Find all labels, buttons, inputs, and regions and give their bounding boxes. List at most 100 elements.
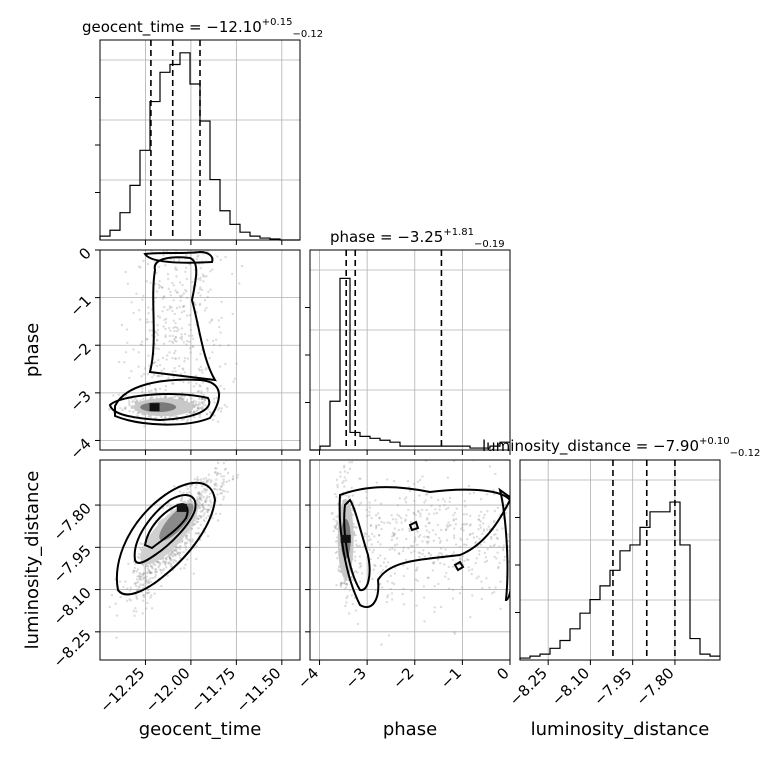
- scatter-phase-vs-geocent-time-point: [148, 329, 151, 332]
- scatter-luminosity-distance-vs-geocent-time-point: [204, 500, 207, 504]
- scatter-phase-vs-geocent-time-point: [162, 367, 166, 370]
- scatter-phase-vs-geocent-time-point: [185, 266, 188, 269]
- scatter-luminosity-distance-vs-phase-point: [447, 577, 450, 581]
- scatter-luminosity-distance-vs-phase-point: [489, 535, 493, 539]
- scatter-luminosity-distance-vs-phase-peak: [340, 534, 351, 543]
- hist-luminosity-distance-xticklabel-3: −7.80: [633, 664, 678, 709]
- scatter-luminosity-distance-vs-phase-point: [347, 578, 350, 582]
- scatter-phase-vs-geocent-time-point: [174, 322, 177, 325]
- scatter-phase-vs-geocent-time-point: [192, 400, 195, 404]
- scatter-luminosity-distance-vs-geocent-time-point: [145, 591, 149, 595]
- scatter-luminosity-distance-vs-phase-point: [346, 595, 349, 598]
- scatter-luminosity-distance-vs-geocent-time-point: [176, 546, 179, 550]
- scatter-luminosity-distance-vs-phase-point: [481, 532, 484, 536]
- scatter-phase-vs-geocent-time-point: [191, 334, 194, 337]
- scatter-phase-vs-geocent-time-point: [174, 268, 177, 271]
- scatter-phase-vs-geocent-time-point: [164, 327, 167, 331]
- scatter-luminosity-distance-vs-phase-point: [427, 576, 430, 579]
- scatter-luminosity-distance-vs-phase-point: [447, 565, 450, 569]
- scatter-luminosity-distance-vs-geocent-time-point: [143, 595, 146, 599]
- scatter-phase-vs-geocent-time-point: [156, 323, 159, 327]
- scatter-phase-vs-geocent-time-point: [141, 387, 144, 390]
- scatter-luminosity-distance-vs-geocent-time-point: [175, 550, 179, 553]
- scatter-phase-vs-geocent-time-point: [178, 281, 182, 284]
- scatter-phase-vs-geocent-time-point: [208, 321, 211, 324]
- scatter-phase-vs-geocent-time-point: [195, 358, 198, 361]
- scatter-luminosity-distance-vs-phase-point: [433, 512, 436, 515]
- scatter-luminosity-distance-vs-geocent-time-point: [169, 559, 172, 562]
- scatter-phase-vs-geocent-time-point: [171, 382, 174, 385]
- scatter-phase-vs-geocent-time-point: [175, 291, 178, 294]
- scatter-luminosity-distance-vs-phase-point: [423, 501, 426, 504]
- scatter-luminosity-distance-vs-phase-point: [459, 556, 462, 559]
- scatter-luminosity-distance-vs-phase-point: [339, 471, 342, 474]
- scatter-phase-vs-geocent-time-point: [182, 380, 185, 384]
- scatter-luminosity-distance-vs-geocent-time-point: [191, 538, 194, 541]
- scatter-luminosity-distance-vs-phase-point: [497, 566, 500, 570]
- scatter-phase-vs-geocent-time-point: [189, 351, 192, 354]
- scatter-luminosity-distance-vs-geocent-time-point: [201, 505, 204, 509]
- scatter-phase-vs-geocent-time-point: [199, 352, 202, 356]
- scatter-luminosity-distance-vs-geocent-time-point: [199, 510, 202, 513]
- scatter-phase-vs-geocent-time-point: [159, 415, 163, 419]
- scatter-luminosity-distance-vs-geocent-time-point: [146, 567, 149, 570]
- scatter-luminosity-distance-vs-phase-point: [359, 564, 363, 568]
- scatter-luminosity-distance-vs-geocent-time-point: [197, 527, 200, 530]
- scatter-phase-vs-geocent-time-point: [173, 339, 177, 342]
- scatter-luminosity-distance-vs-phase-point: [367, 535, 371, 538]
- scatter-luminosity-distance-vs-phase-point: [492, 489, 495, 492]
- scatter-luminosity-distance-vs-phase-point: [464, 523, 467, 526]
- scatter-phase-vs-geocent-time-yticklabel-4: 0: [75, 244, 94, 263]
- scatter-luminosity-distance-vs-phase-point: [358, 544, 361, 548]
- scatter-luminosity-distance-vs-phase-point: [408, 529, 411, 533]
- scatter-luminosity-distance-vs-geocent-time-point: [196, 496, 199, 499]
- scatter-phase-vs-geocent-time-point: [186, 357, 190, 360]
- scatter-luminosity-distance-vs-phase-point: [334, 524, 338, 527]
- scatter-phase-vs-geocent-time-point: [181, 367, 184, 370]
- scatter-phase-vs-geocent-time-point: [162, 253, 165, 257]
- scatter-luminosity-distance-vs-phase-point: [404, 501, 408, 504]
- scatter-luminosity-distance-vs-phase-point: [495, 536, 499, 540]
- scatter-luminosity-distance-vs-geocent-time-point: [108, 605, 111, 609]
- hist-luminosity-distance-xticklabel-2: −7.95: [590, 664, 635, 709]
- scatter-luminosity-distance-vs-phase-point: [345, 596, 348, 600]
- scatter-phase-vs-geocent-time-point: [123, 361, 126, 364]
- scatter-phase-vs-geocent-time-point: [162, 250, 165, 253]
- scatter-luminosity-distance-vs-phase-point: [422, 549, 425, 552]
- scatter-luminosity-distance-vs-phase-point: [372, 548, 375, 552]
- scatter-luminosity-distance-vs-phase-point: [465, 543, 468, 546]
- scatter-luminosity-distance-vs-geocent-time-point: [219, 488, 222, 491]
- scatter-luminosity-distance-vs-geocent-time-point: [142, 599, 145, 602]
- scatter-phase-vs-geocent-time-point: [211, 418, 215, 421]
- scatter-luminosity-distance-vs-phase-point: [445, 571, 448, 575]
- scatter-luminosity-distance-vs-phase-point: [451, 597, 455, 600]
- scatter-luminosity-distance-vs-phase-point: [372, 568, 375, 571]
- scatter-luminosity-distance-vs-phase-point: [498, 561, 501, 565]
- scatter-phase-vs-geocent-time-point: [172, 341, 175, 345]
- scatter-luminosity-distance-vs-geocent-time-point: [132, 569, 135, 573]
- scatter-phase-vs-geocent-time-point: [204, 404, 207, 407]
- scatter-luminosity-distance-vs-phase-point: [410, 551, 413, 554]
- scatter-luminosity-distance-vs-geocent-time-point: [149, 596, 152, 599]
- scatter-luminosity-distance-vs-geocent-time-point: [203, 508, 207, 511]
- scatter-luminosity-distance-vs-phase-point: [436, 558, 440, 561]
- scatter-phase-vs-geocent-time-point: [199, 276, 202, 279]
- scatter-phase-vs-geocent-time-point: [168, 351, 171, 354]
- scatter-luminosity-distance-vs-phase-point: [414, 538, 417, 541]
- scatter-luminosity-distance-vs-phase-point: [424, 499, 427, 502]
- scatter-phase-vs-geocent-time-point: [154, 416, 157, 419]
- scatter-phase-vs-geocent-time-point: [183, 395, 186, 398]
- scatter-phase-vs-geocent-time-point: [158, 286, 161, 290]
- scatter-luminosity-distance-vs-phase-point: [461, 526, 464, 529]
- scatter-phase-vs-geocent-time-point: [174, 335, 177, 339]
- scatter-phase-vs-geocent-time-point: [185, 290, 188, 293]
- scatter-phase-vs-geocent-time-point: [163, 305, 166, 309]
- scatter-phase-vs-geocent-time-point: [208, 356, 211, 360]
- scatter-luminosity-distance-vs-phase-point: [499, 580, 502, 583]
- scatter-luminosity-distance-vs-phase-point: [345, 586, 348, 589]
- scatter-luminosity-distance-vs-phase-xticklabel-2: −2: [389, 664, 417, 692]
- scatter-luminosity-distance-vs-phase-point: [402, 603, 406, 606]
- scatter-luminosity-distance-vs-geocent-time-point: [215, 488, 219, 491]
- scatter-luminosity-distance-vs-geocent-time-point: [178, 490, 182, 493]
